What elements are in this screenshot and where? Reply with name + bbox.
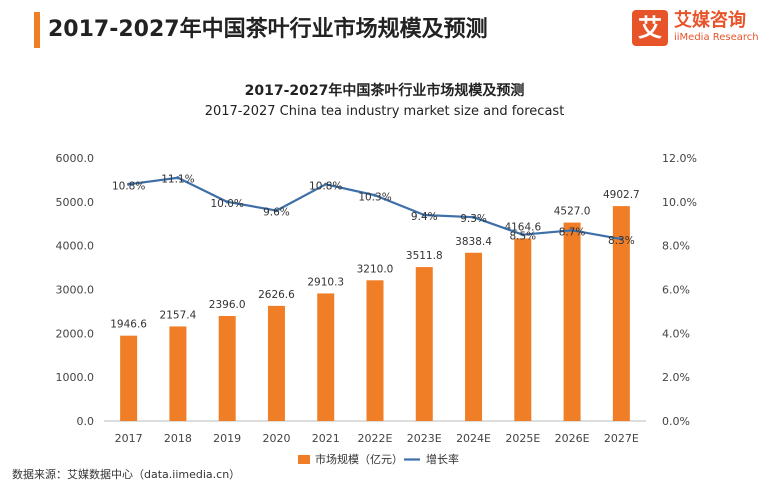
- bar: [415, 267, 433, 421]
- brand-name-cn: 艾媒咨询: [674, 10, 746, 31]
- chart-title: 2017-2027年中国茶叶行业市场规模及预测: [244, 83, 525, 99]
- x-tick-label: 2018: [164, 432, 192, 445]
- growth-rate-label: 8.7%: [559, 226, 586, 238]
- x-tick-label: 2017: [115, 432, 143, 445]
- x-tick-label: 2026E: [555, 432, 590, 445]
- growth-rate-point: [176, 176, 180, 180]
- bar: [120, 335, 138, 421]
- y-left-tick-label: 6000.0: [56, 152, 95, 165]
- y-left-tick-label: 4000.0: [56, 240, 95, 253]
- bar-value-label: 3511.8: [406, 250, 443, 262]
- growth-rate-label: 10.3%: [358, 191, 391, 203]
- growth-rate-point: [127, 182, 131, 186]
- x-tick-label: 2025E: [505, 432, 540, 445]
- growth-rate-point: [570, 228, 574, 232]
- y-left-tick-label: 1000.0: [56, 371, 95, 384]
- growth-rate-label: 10.0%: [211, 198, 244, 210]
- bar: [514, 238, 532, 421]
- y-right-tick-label: 2.0%: [662, 371, 690, 384]
- y-right-tick-label: 0.0%: [662, 415, 690, 428]
- bar: [465, 252, 483, 421]
- bar-value-label: 4527.0: [554, 206, 591, 218]
- growth-rate-label: 9.3%: [460, 213, 487, 225]
- x-tick-label: 2020: [262, 432, 290, 445]
- y-left-tick-label: 5000.0: [56, 196, 95, 209]
- y-left-tick-label: 2000.0: [56, 327, 95, 340]
- page-title: 2017-2027年中国茶叶行业市场规模及预测: [48, 17, 488, 42]
- bar-value-label: 1946.6: [110, 319, 147, 331]
- y-right-tick-label: 8.0%: [662, 240, 690, 253]
- bar: [612, 206, 630, 421]
- legend-line-label: 增长率: [426, 452, 459, 466]
- bar: [366, 280, 384, 421]
- growth-rate-label: 9.4%: [411, 211, 438, 223]
- chart-subtitle: 2017-2027 China tea industry market size…: [204, 104, 565, 119]
- bar: [169, 326, 187, 421]
- x-tick-label: 2022E: [358, 432, 393, 445]
- growth-rate-point: [373, 193, 377, 197]
- x-tick-label: 2019: [213, 432, 241, 445]
- data-source-note: 数据来源：艾媒数据中心（data.iimedia.cn）: [12, 468, 241, 481]
- x-tick-label: 2024E: [456, 432, 491, 445]
- bar-value-label: 2910.3: [307, 276, 344, 288]
- growth-rate-point: [422, 213, 426, 217]
- bar-value-label: 2626.6: [258, 289, 295, 301]
- legend-bar-swatch: [298, 455, 310, 464]
- x-tick-label: 2027E: [604, 432, 639, 445]
- bar: [218, 315, 236, 421]
- bar-value-label: 3838.4: [455, 236, 492, 248]
- bar-value-label: 3210.0: [357, 263, 394, 275]
- growth-rate-label: 8.3%: [608, 235, 635, 247]
- x-tick-label: 2021: [312, 432, 340, 445]
- header-accent-bar: [34, 12, 40, 48]
- growth-rate-label: 11.1%: [161, 174, 194, 186]
- brand-mark-icon: 艾: [632, 10, 668, 46]
- growth-rate-point: [471, 215, 476, 219]
- brand-name-en: iiMedia Research: [674, 32, 759, 43]
- growth-rate-label: 10.8%: [112, 180, 145, 192]
- y-right-tick-label: 6.0%: [662, 284, 690, 297]
- bar-value-label: 2396.0: [209, 299, 246, 311]
- bar: [563, 222, 581, 421]
- y-right-tick-label: 4.0%: [662, 327, 690, 340]
- y-right-tick-label: 12.0%: [662, 152, 697, 165]
- x-tick-label: 2023E: [407, 432, 442, 445]
- bar: [267, 305, 285, 421]
- legend-bar-label: 市场规模（亿元）: [315, 452, 403, 466]
- bar-value-label: 2157.4: [160, 309, 197, 321]
- growth-rate-label: 8.5%: [509, 231, 536, 243]
- growth-rate-line: [128, 176, 622, 241]
- y-left-tick-label: 0.0: [77, 415, 95, 428]
- bar: [317, 293, 335, 421]
- y-right-tick-label: 10.0%: [662, 196, 697, 209]
- y-left-tick-label: 3000.0: [56, 284, 95, 297]
- growth-rate-point: [225, 200, 229, 204]
- brand-logo: 艾 艾媒咨询 iiMedia Research: [632, 10, 762, 52]
- growth-rate-label: 10.8%: [309, 180, 342, 192]
- growth-rate-point: [324, 182, 328, 186]
- bar-value-label: 4902.7: [603, 189, 640, 201]
- growth-rate-point: [521, 233, 525, 237]
- growth-rate-label: 9.6%: [263, 207, 290, 219]
- growth-rate-point: [274, 209, 279, 213]
- growth-rate-point: [619, 237, 623, 241]
